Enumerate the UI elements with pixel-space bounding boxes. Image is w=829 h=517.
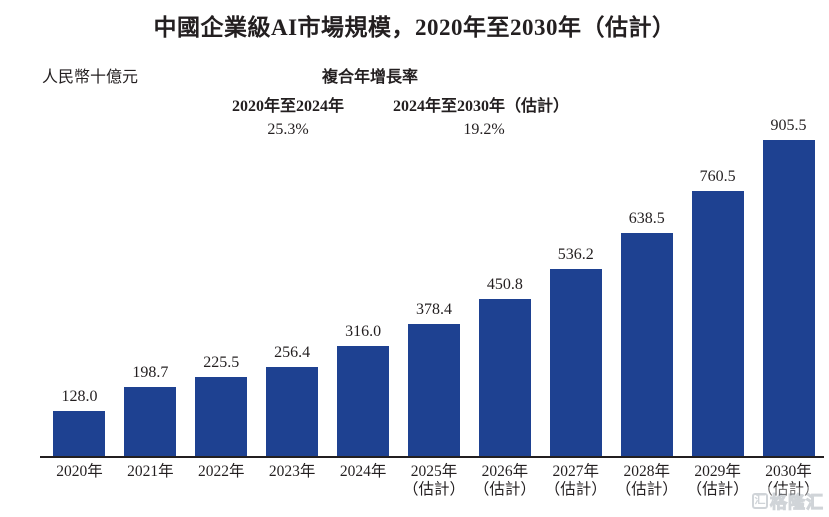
x-axis-label: 2028年 （估計）	[611, 463, 682, 499]
bar-value-label: 638.5	[628, 210, 665, 228]
bar-value-label: 128.0	[61, 388, 98, 406]
x-axis-label-note: （估計）	[544, 480, 607, 498]
watermark-logo: 汇 格隆汇	[750, 487, 826, 514]
bar-column: 128.0	[44, 389, 115, 456]
chart-title: 中國企業級AI市場規模，2020年至2030年（估計）	[153, 15, 676, 40]
bar-column: 760.5	[682, 167, 753, 456]
bar	[620, 233, 673, 456]
watermark-text: 格隆汇	[770, 493, 824, 513]
bar-column: 536.2	[540, 245, 611, 456]
bar-value-label: 256.4	[274, 343, 311, 361]
bar-value-label: 905.5	[770, 117, 807, 134]
bars-area: 128.0 198.7 225.5 256.4 316.0 378.4 450.8 536.2…	[40, 118, 824, 458]
x-axis-label: 2030年（估計）	[753, 463, 824, 499]
x-axis-label: 2020年	[56, 463, 103, 480]
bar	[266, 366, 319, 456]
bar-column: 450.8	[469, 275, 540, 456]
bar	[124, 386, 177, 456]
bar-column: 198.7	[115, 363, 186, 456]
bar-column: 905.5	[753, 118, 824, 456]
bar-column: 638.5	[611, 211, 682, 456]
x-axis-label-note: （估計）	[402, 480, 465, 498]
y-axis-unit-label: 人民幣十億元	[42, 69, 139, 86]
bar-value-label: 760.5	[699, 167, 736, 185]
bar-value-label: 225.5	[203, 354, 240, 372]
bar	[407, 323, 460, 456]
cagr-period-1-value: 25.3%	[267, 121, 309, 138]
cagr-header: 複合年增長率	[321, 69, 419, 86]
bar-column: 378.4	[399, 300, 470, 456]
bar	[549, 268, 602, 456]
x-axis-label: 2023年	[268, 463, 316, 480]
bar	[762, 140, 815, 456]
bar-value-label: 378.4	[415, 300, 452, 318]
bar-value-label: 536.2	[557, 245, 594, 263]
x-axis-labels: 2020年 2021年 2022年 2023年 2024年 2025年 （估計） 2026年（…	[40, 463, 824, 499]
cagr-period-2-label: 2024年至2030年（估計）	[392, 98, 570, 115]
x-axis-label-note: （估計）	[686, 480, 749, 498]
bar-chart-plot: 128.0 198.7 225.5 256.4 316.0 378.4 450.8 536.2…	[40, 118, 824, 499]
x-axis-label: 2024年	[339, 463, 387, 480]
bar	[691, 190, 744, 456]
bar	[195, 377, 248, 456]
x-axis-label: 2021年	[127, 463, 174, 480]
watermark-mark-icon: 汇	[752, 492, 768, 509]
bar-value-label: 316.0	[345, 322, 382, 340]
x-axis-label: 2026年 （估計）	[469, 463, 540, 499]
bar-column: 256.4	[257, 343, 328, 456]
x-axis-label-note: （估計）	[753, 481, 824, 499]
x-axis-label: 2027年 （估計）	[540, 463, 611, 499]
bar	[53, 411, 106, 456]
bar	[478, 298, 531, 456]
bar-value-label: 198.7	[132, 363, 169, 381]
x-axis-label: 2029年 （估計）	[682, 463, 753, 499]
bar-column: 225.5	[186, 355, 257, 456]
x-axis-label-note: （估計）	[473, 480, 536, 498]
bar-column: 316.0	[328, 322, 399, 456]
x-axis-label: 2022年	[198, 463, 245, 480]
x-axis-label: 2025年 （估計）	[399, 463, 470, 499]
cagr-period-1-label: 2020年至2024年	[231, 98, 345, 115]
cagr-period-2-value: 19.2%	[463, 121, 505, 138]
bar	[337, 345, 390, 456]
x-axis-label-note: （估計）	[615, 480, 678, 498]
bar-value-label: 450.8	[486, 275, 523, 293]
